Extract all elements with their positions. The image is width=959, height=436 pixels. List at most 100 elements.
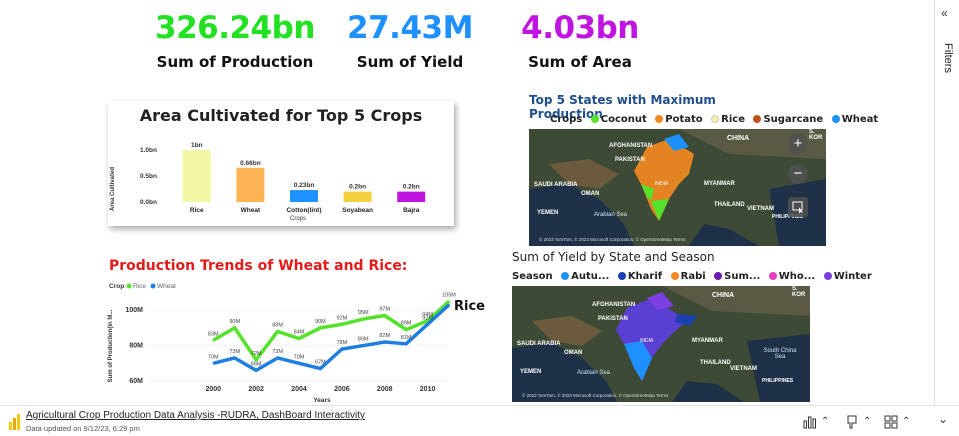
trend-legend-rice-swatch — [126, 283, 132, 289]
map1-select-icon[interactable] — [788, 197, 808, 217]
map1-title: Top 5 States with Maximum Production — [529, 93, 716, 121]
map2-legend: Season Autu... Kharif Rabi Sum... Who...… — [512, 271, 872, 282]
trend-point-wheat[interactable] — [405, 343, 407, 345]
trend-point-rice[interactable] — [383, 314, 386, 317]
trend-point-wheat[interactable] — [212, 362, 215, 365]
bar-chart-icon — [803, 416, 816, 429]
trend-data-label: 89M — [401, 321, 412, 327]
trend-point-rice[interactable] — [319, 327, 322, 329]
map1-legend-swatch-potato — [655, 115, 664, 123]
trend-legend-rice: Rice — [133, 283, 146, 290]
pages-menu[interactable]: ⌃ — [884, 415, 914, 431]
trend-point-rice[interactable] — [362, 318, 365, 320]
trend-point-rice[interactable] — [233, 327, 236, 329]
map2-legend-swatch-winter — [823, 272, 832, 280]
expand-footer-icon[interactable]: ⌄ — [938, 412, 949, 426]
map1-place-china: CHINA — [727, 135, 750, 142]
visuals-menu[interactable]: ⌃ — [803, 415, 833, 431]
trend-point-rice[interactable] — [276, 330, 279, 333]
trend-data-label: 73M — [272, 349, 283, 355]
trend-line-chart[interactable]: Crop Rice Wheat Sum of Production(in M..… — [105, 280, 485, 405]
map1-legend-rice[interactable]: Rice — [721, 114, 745, 125]
map1-legend-coconut[interactable]: Coconut — [600, 114, 647, 125]
trend-point-wheat[interactable] — [426, 323, 429, 326]
map1-place-arabian-sea: Arabian Sea — [594, 212, 628, 218]
trend-xtick: 2006 — [334, 386, 350, 393]
bookmarks-menu[interactable]: ⌃ — [845, 415, 875, 431]
map1-place-pakistan: PAKISTAN — [615, 157, 645, 163]
area-chart-card[interactable]: Area Cultivated for Top 5 Crops Area Cul… — [108, 101, 454, 226]
map2-legend-swatch-summer — [714, 272, 723, 280]
trend-point-rice[interactable] — [298, 337, 300, 340]
trend-point-wheat[interactable] — [319, 367, 322, 370]
trend-point-rice[interactable] — [341, 323, 343, 326]
bar[interactable] — [343, 191, 372, 202]
filters-collapse-icon[interactable]: « — [941, 6, 948, 20]
filters-pane[interactable]: « Filters — [934, 0, 959, 405]
trend-series-callout: Rice — [454, 299, 485, 314]
map2-legend-winter[interactable]: Winter — [833, 271, 872, 282]
map2-legend-whole-year[interactable]: Who... — [778, 271, 816, 282]
map1-place-india: INDIA — [655, 181, 669, 187]
trend-point-wheat[interactable] — [362, 344, 365, 347]
report-title[interactable]: Agricultural Crop Production Data Analys… — [26, 410, 366, 421]
trend-point-rice[interactable] — [448, 300, 450, 303]
report-icon — [9, 414, 21, 435]
trend-point-rice[interactable] — [212, 339, 215, 342]
map1[interactable]: CHINA AFGHANISTAN PAKISTAN SAUDI ARABIA … — [529, 129, 826, 246]
trend-point-rice[interactable] — [426, 319, 429, 322]
bar-category-label: Rice — [190, 207, 204, 214]
trend-legend-title: Crop — [109, 283, 124, 290]
trend-point-wheat[interactable] — [341, 348, 343, 350]
trend-point-rice[interactable] — [255, 358, 257, 361]
trend-point-wheat[interactable] — [383, 341, 386, 343]
trend-line-rice[interactable] — [212, 300, 451, 362]
bar[interactable] — [290, 190, 318, 202]
bar-category-label: Bajra — [403, 207, 420, 214]
map1-zoom-out-button[interactable]: − — [788, 164, 808, 184]
bar[interactable] — [182, 150, 211, 202]
map1-legend-swatch-coconut — [590, 115, 599, 123]
map2-legend-rabi[interactable]: Rabi — [680, 271, 706, 282]
area-bar-chart: Area Cultivated Crops 1.0bn 0.5bn 0.0bn 1bn… — [110, 142, 426, 222]
map1-legend: Crops Coconut Potato Rice Sugarcane Whea… — [550, 114, 878, 125]
map2-place-south-china-sea: South China Sea — [763, 348, 797, 360]
trend-ytick: 60M — [129, 378, 143, 385]
map2-legend-swatch-rabi — [670, 272, 679, 280]
map2[interactable]: CHINA AFGHANISTAN PAKISTAN SAUDI ARABIA … — [512, 286, 810, 402]
footer-bar: Agricultural Crop Production Data Analys… — [0, 405, 959, 436]
trend-point-wheat[interactable] — [255, 369, 257, 372]
map2-legend-kharif[interactable]: Kharif — [627, 271, 663, 282]
map2-place-thailand: THAILAND — [700, 360, 731, 366]
trend-data-label: 83M — [208, 331, 219, 337]
filters-label[interactable]: Filters — [942, 43, 954, 73]
trend-point-wheat[interactable] — [448, 304, 450, 306]
map2-place-china: CHINA — [712, 292, 735, 299]
trend-ytick: 100M — [125, 307, 143, 314]
trend-point-rice[interactable] — [405, 328, 407, 331]
map2-legend-autumn[interactable]: Autu... — [571, 271, 610, 282]
trend-point-wheat[interactable] — [276, 357, 279, 359]
map2-place-vietnam: VIETNAM — [730, 366, 757, 372]
trend-xtick: 2002 — [248, 386, 264, 393]
map2-legend-swatch-kharif — [617, 272, 626, 280]
map1-legend-potato[interactable]: Potato — [665, 114, 703, 125]
trend-chart-title: Production Trends of Wheat and Rice: — [109, 258, 408, 274]
map1-legend-wheat[interactable]: Wheat — [841, 114, 879, 125]
map1-legend-swatch-wheat — [831, 115, 840, 123]
map1-legend-sugarcane[interactable]: Sugarcane — [763, 114, 824, 125]
trend-data-label: 92M — [422, 315, 433, 321]
bar[interactable] — [397, 191, 426, 202]
trend-point-wheat[interactable] — [298, 362, 300, 365]
map1-zoom-in-button[interactable]: + — [788, 134, 808, 154]
trend-data-label: 73M — [229, 349, 240, 355]
trend-line-wheat[interactable] — [212, 303, 451, 373]
map2-legend-summer[interactable]: Sum... — [724, 271, 761, 282]
map2-place-saudi-arabia: SAUDI ARABIA — [517, 341, 561, 347]
map1-place-myanmar: MYANMAR — [704, 181, 735, 187]
map1-place-thailand: THAILAND — [714, 202, 745, 208]
bar[interactable] — [236, 167, 265, 202]
map2-place-arabian-sea: Arabian Sea — [577, 370, 611, 376]
map2-place-myanmar: MYANMAR — [692, 338, 723, 344]
trend-point-wheat[interactable] — [233, 357, 236, 359]
